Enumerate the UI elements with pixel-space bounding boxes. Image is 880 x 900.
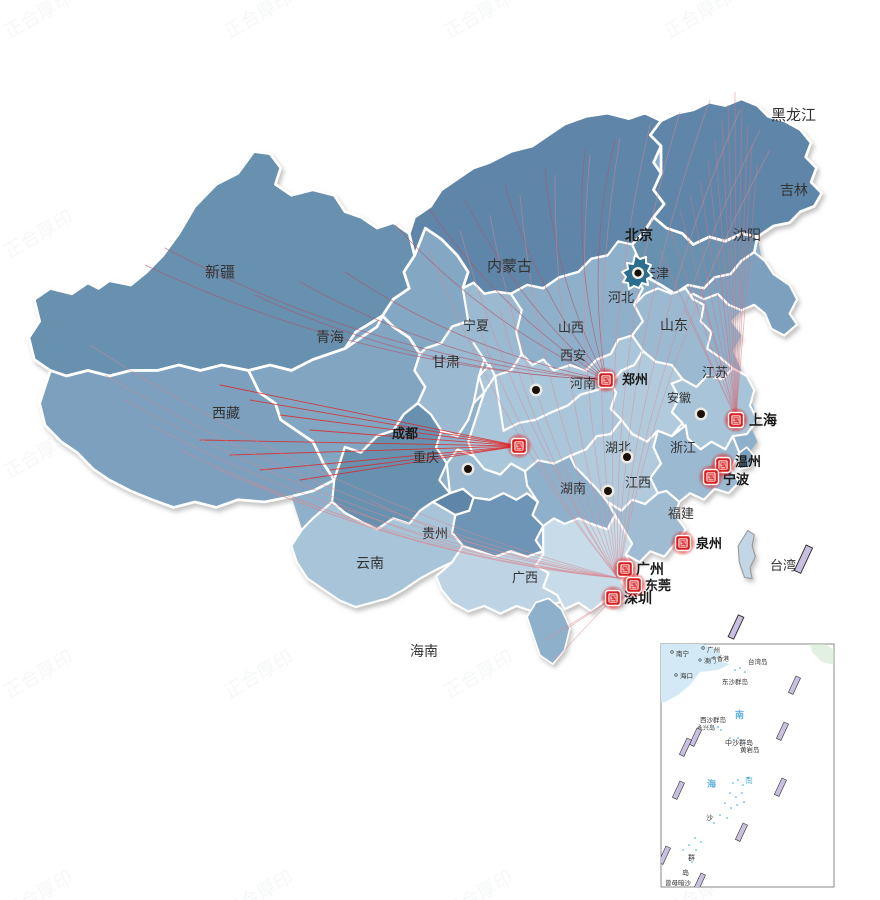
svg-text:贵州: 贵州 bbox=[422, 526, 448, 541]
svg-text:群: 群 bbox=[688, 853, 695, 862]
svg-text:西安: 西安 bbox=[560, 348, 586, 363]
svg-text:浙江: 浙江 bbox=[670, 440, 696, 455]
svg-text:香港: 香港 bbox=[717, 655, 729, 663]
svg-text:新疆: 新疆 bbox=[205, 264, 235, 281]
svg-text:南宁: 南宁 bbox=[676, 649, 690, 658]
svg-text:山西: 山西 bbox=[558, 320, 584, 335]
svg-text:山东: 山东 bbox=[660, 317, 688, 333]
svg-text:黑龙江: 黑龙江 bbox=[771, 107, 816, 124]
svg-text:甘肃: 甘肃 bbox=[432, 354, 460, 370]
svg-text:上海: 上海 bbox=[749, 412, 777, 428]
svg-text:宁夏: 宁夏 bbox=[463, 318, 489, 333]
svg-text:青海: 青海 bbox=[316, 329, 344, 345]
svg-text:温州: 温州 bbox=[735, 454, 761, 469]
svg-text:西沙群岛: 西沙群岛 bbox=[700, 715, 726, 724]
svg-text:南: 南 bbox=[745, 775, 753, 785]
svg-text:北京: 北京 bbox=[625, 227, 653, 243]
svg-text:海口: 海口 bbox=[680, 671, 693, 680]
svg-text:台湾岛: 台湾岛 bbox=[748, 657, 768, 666]
svg-text:台湾: 台湾 bbox=[770, 558, 796, 573]
svg-text:重庆: 重庆 bbox=[413, 450, 439, 465]
svg-text:海: 海 bbox=[707, 778, 716, 789]
svg-text:福建: 福建 bbox=[668, 506, 694, 521]
svg-text:泉州: 泉州 bbox=[696, 536, 722, 551]
svg-text:中沙群岛: 中沙群岛 bbox=[725, 738, 753, 747]
svg-text:江苏: 江苏 bbox=[702, 365, 728, 380]
svg-text:南: 南 bbox=[735, 709, 744, 720]
svg-text:吉林: 吉林 bbox=[780, 182, 808, 198]
svg-text:西藏: 西藏 bbox=[212, 405, 240, 421]
svg-text:沙: 沙 bbox=[706, 814, 713, 822]
svg-text:东沙群岛: 东沙群岛 bbox=[722, 677, 748, 686]
svg-text:安徽: 安徽 bbox=[667, 390, 691, 405]
svg-text:云南: 云南 bbox=[356, 555, 384, 571]
svg-text:成都: 成都 bbox=[392, 426, 418, 441]
svg-text:河南: 河南 bbox=[570, 376, 596, 391]
svg-text:内蒙古: 内蒙古 bbox=[487, 258, 532, 275]
svg-text:黄岩岛: 黄岩岛 bbox=[740, 745, 760, 754]
svg-text:郑州: 郑州 bbox=[622, 372, 648, 387]
svg-text:曾母暗沙: 曾母暗沙 bbox=[665, 878, 692, 887]
svg-text:湖南: 湖南 bbox=[560, 481, 586, 496]
svg-text:广西: 广西 bbox=[512, 570, 538, 585]
svg-text:广州: 广州 bbox=[707, 645, 720, 654]
svg-text:海南: 海南 bbox=[410, 643, 438, 659]
svg-text:河北: 河北 bbox=[608, 290, 634, 305]
svg-text:岛: 岛 bbox=[682, 868, 689, 877]
svg-text:沈阳: 沈阳 bbox=[733, 227, 761, 243]
svg-text:江西: 江西 bbox=[625, 475, 651, 490]
